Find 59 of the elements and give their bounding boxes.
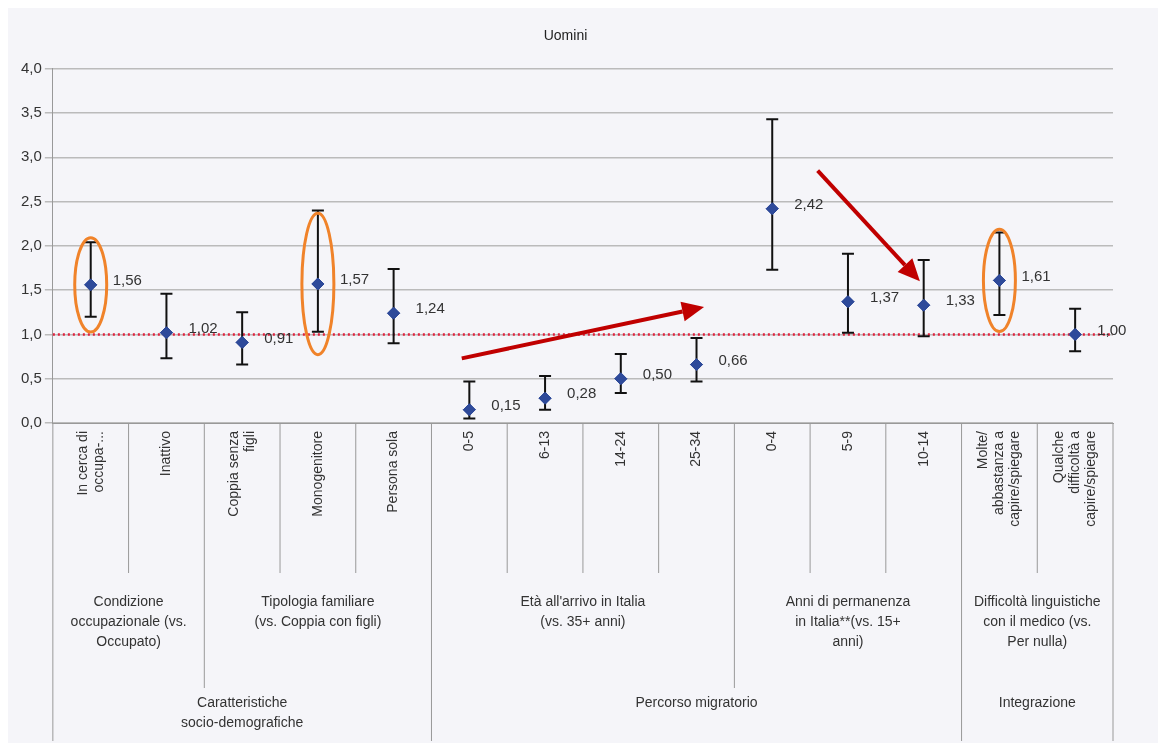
x-tick-label: 6-13 — [535, 430, 552, 460]
data-label: 2,42 — [794, 194, 824, 212]
text: Anni di permanenza in Italia**(vs. 15+ anni) — [785, 592, 911, 649]
point — [690, 358, 704, 372]
point — [159, 326, 173, 340]
data-label: 0,66 — [718, 350, 748, 368]
point — [992, 273, 1006, 287]
y-tick-label: 3,5 — [20, 103, 42, 121]
text: Difficoltà linguistiche con il medico (vs. Per nulla) — [973, 592, 1101, 649]
y-tick-label: 1,5 — [20, 280, 42, 298]
data-label: 1,56 — [112, 271, 142, 288]
data-label: 0,15 — [491, 395, 521, 413]
data-label: 0,50 — [642, 364, 672, 382]
data-label: 0,28 — [567, 384, 597, 402]
data-label: 1,00 — [1097, 320, 1127, 338]
x-tick-label: Persona sola — [384, 430, 401, 513]
point — [614, 372, 628, 386]
text: Tipologia familiare (vs. Coppia con figli) — [254, 592, 382, 629]
x-tick-label: 14-24 — [611, 430, 628, 467]
x-tick-label: In cerca di occupa-... — [73, 431, 106, 496]
data-label: 1,57 — [339, 270, 370, 288]
x-tick-label: Molte/ abbastanza a capire/spiegare — [974, 430, 1023, 527]
x-tick-label: 5-9 — [838, 430, 855, 452]
x-tick-label: 0-4 — [763, 430, 780, 452]
point — [765, 202, 779, 216]
point — [917, 298, 931, 312]
text: Integrazione — [998, 693, 1077, 710]
y-tick-label: 2,5 — [20, 191, 42, 209]
point — [235, 335, 249, 349]
x-tick-label: Monogenitore — [308, 430, 325, 517]
point — [387, 306, 401, 320]
data-label: 1,24 — [415, 299, 445, 317]
chart-title: Uomini — [543, 27, 588, 44]
y-tick-label: 2,0 — [20, 236, 42, 254]
x-tick-label: Inattivo — [157, 430, 174, 477]
point — [84, 278, 98, 292]
point — [538, 391, 552, 405]
x-tick-label: 10-14 — [914, 430, 931, 467]
y-tick-label: 4,0 — [20, 58, 42, 76]
y-tick-label: 3,0 — [20, 147, 42, 165]
text: Età all'arrivo in Italia (vs. 35+ anni) — [520, 592, 646, 629]
point — [311, 277, 325, 291]
point — [1068, 327, 1082, 341]
y-tick-label: 0,0 — [20, 413, 42, 431]
data-label: 1,02 — [188, 318, 218, 336]
data-label: 1,61 — [1021, 266, 1051, 284]
data-label: 1,33 — [945, 291, 975, 309]
y-tick-label: 1,0 — [20, 324, 42, 342]
data-label: 1,37 — [869, 287, 900, 305]
y-tick-label: 0,5 — [20, 368, 42, 386]
point — [462, 403, 476, 417]
point — [841, 295, 855, 309]
x-tick-label: 0-5 — [460, 430, 477, 452]
text: Caratteristiche socio-demografiche — [181, 693, 304, 730]
text: Condizione occupazionale (vs. Occupato) — [70, 592, 187, 649]
x-tick-label: Coppia senza figli — [225, 430, 258, 517]
data-label: 0,91 — [264, 328, 294, 346]
x-tick-label: 25-34 — [687, 430, 704, 467]
text: Percorso migratorio — [635, 693, 758, 710]
